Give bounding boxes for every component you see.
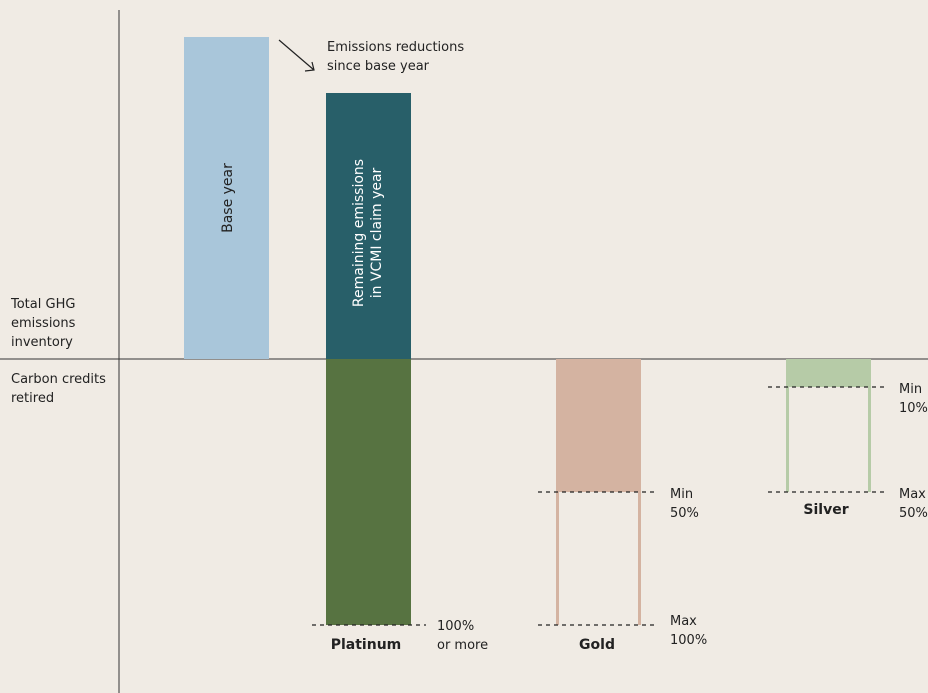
upper-axis-label: Total GHG emissions inventory [10, 297, 76, 350]
gold-max-line2: 100% [670, 633, 707, 648]
base-year-bar [184, 37, 269, 359]
platinum-bar [326, 359, 411, 625]
platinum-tier-label: Platinum [331, 637, 402, 653]
gold-tier-label: Gold [579, 637, 615, 653]
upper-axis-label-line2: emissions [11, 316, 76, 331]
annotation-line2: since base year [327, 59, 430, 74]
reductions-annotation: Emissions reductions since base year [278, 39, 464, 74]
silver-min-line1: Min [899, 382, 922, 397]
remaining-label-line1: Remaining emissions [351, 159, 367, 307]
gold-max-line1: Max [670, 614, 697, 629]
lower-axis-label-line1: Carbon credits [11, 372, 106, 387]
remaining-label-line2: in VCMI claim year [369, 167, 385, 298]
silver-tier-label: Silver [803, 502, 848, 518]
annotation-arrow-line [278, 39, 315, 71]
platinum-marker-line2: or more [437, 638, 488, 653]
annotation-arrowhead [304, 61, 315, 72]
lower-axis-label-line2: retired [11, 391, 54, 406]
lower-axis-label: Carbon credits retired [11, 372, 106, 406]
base-year-label: Base year [220, 163, 236, 233]
silver-bar-min [786, 359, 871, 387]
silver-max-line2: 50% [899, 506, 928, 521]
gold-bar-min [556, 359, 641, 492]
remaining-emissions-label: Remaining emissions in VCMI claim year [351, 159, 385, 307]
upper-axis-label-line3: inventory [11, 335, 73, 350]
gold-min-line2: 50% [670, 506, 699, 521]
silver-min-line2: 10% [899, 401, 928, 416]
annotation-line1: Emissions reductions [327, 40, 464, 55]
remaining-emissions-bar [326, 93, 411, 359]
platinum-marker-line1: 100% [437, 619, 474, 634]
silver-max-line1: Max [899, 487, 926, 502]
upper-axis-label-line1: Total GHG [10, 297, 75, 312]
gold-min-line1: Min [670, 487, 693, 502]
